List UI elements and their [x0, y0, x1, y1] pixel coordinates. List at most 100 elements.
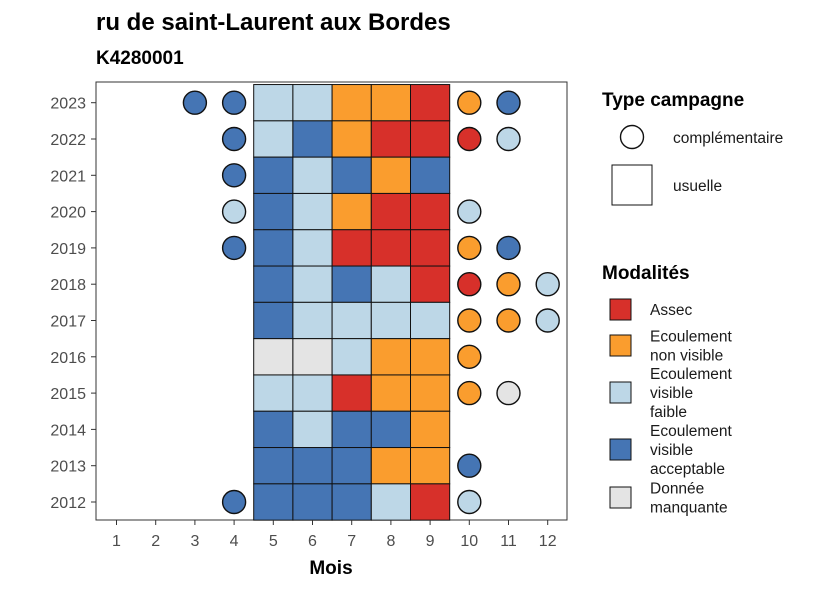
point-2015-m10: [457, 380, 482, 406]
cell-2020-m8: [370, 192, 411, 231]
cell-2018-m6: [292, 265, 333, 303]
cell-2012-m6: [292, 483, 333, 521]
cell-2013-m6: [292, 447, 333, 485]
cell-2017-m9: [410, 301, 451, 340]
legend-swatch-assec: [609, 298, 632, 321]
point-2022-m11: [496, 126, 521, 152]
cell-2015-m5: [253, 374, 294, 412]
cell-2015-m6: [292, 374, 333, 412]
point-2012-m4: [221, 489, 247, 515]
y-tick-label: 2022: [50, 132, 86, 149]
point-2012-m10: [457, 489, 482, 515]
cell-2020-m5: [253, 192, 294, 231]
x-tick-label: 3: [190, 533, 199, 550]
x-tick-label: 2: [151, 533, 160, 550]
cell-2016-m9: [410, 338, 451, 376]
legend-label-ecoulement_non_visible: Ecoulement non visible: [650, 329, 733, 365]
cell-2019-m9: [410, 229, 451, 267]
cell-2020-m7: [331, 192, 372, 231]
cell-2017-m7: [331, 301, 372, 340]
cell-2013-m8: [370, 447, 411, 485]
point-2013-m10: [457, 453, 482, 478]
y-tick-label: 2014: [50, 422, 86, 439]
cell-2022-m6: [292, 120, 333, 158]
cell-2015-m9: [410, 374, 451, 412]
cell-2023-m5: [253, 84, 294, 122]
y-tick-label: 2019: [50, 241, 86, 258]
cell-2012-m9: [410, 483, 451, 521]
cell-2016-m8: [370, 338, 411, 376]
point-2015-m11: [496, 380, 521, 406]
cell-2017-m5: [253, 301, 294, 340]
cell-2018-m7: [331, 265, 372, 303]
x-tick-label: 10: [460, 533, 478, 550]
point-2017-m10: [457, 308, 482, 333]
cell-2012-m8: [370, 483, 411, 521]
legend-label-ecoulement_visible_faible: Ecoulement visible faible: [650, 366, 733, 421]
legend-type-title: Type campagne: [602, 90, 744, 111]
cell-2018-m5: [253, 265, 294, 303]
x-tick-label: 9: [426, 533, 435, 550]
cell-2019-m7: [331, 229, 372, 267]
legend-type-key-usuelle: [611, 164, 653, 206]
legend-label-donnee_manquante: Donnée manquante: [650, 481, 728, 517]
y-tick-label: 2013: [50, 459, 86, 476]
complementary-dots-layer: [182, 90, 560, 515]
cell-2013-m9: [410, 447, 451, 485]
cell-2014-m7: [331, 410, 372, 449]
legend-type-campagne: Type campagne complémentaire usuelle: [602, 90, 783, 206]
cell-2014-m6: [292, 410, 333, 449]
cell-2019-m6: [292, 229, 333, 267]
y-tick-label: 2017: [50, 314, 86, 331]
chart-subtitle: K4280001: [96, 48, 184, 69]
x-tick-label: 11: [500, 533, 517, 550]
legend-type-label-usuelle: usuelle: [673, 178, 722, 195]
point-2023-m11: [496, 90, 521, 115]
cell-2019-m8: [370, 229, 411, 267]
x-tick-label: 8: [386, 533, 395, 550]
point-2020-m10: [457, 199, 482, 224]
point-2018-m11: [496, 272, 521, 297]
point-2020-m4: [221, 199, 247, 224]
point-2017-m12: [535, 308, 560, 333]
cell-2023-m8: [370, 84, 411, 122]
cell-2022-m8: [370, 120, 411, 158]
cell-2017-m6: [292, 301, 333, 340]
cell-2022-m7: [331, 120, 372, 158]
x-tick-label: 5: [269, 533, 278, 550]
y-tick-label: 2021: [50, 168, 86, 185]
cell-2018-m9: [410, 265, 451, 303]
y-tick-label: 2015: [50, 386, 86, 403]
cell-2021-m5: [253, 156, 294, 194]
legend-modalites-title: Modalités: [602, 263, 690, 284]
legend-label-assec: Assec: [650, 302, 692, 319]
cell-2016-m5: [253, 338, 294, 376]
point-2023-m3: [182, 90, 208, 115]
cell-2023-m6: [292, 84, 333, 122]
x-tick-label: 6: [308, 533, 317, 550]
point-2019-m4: [221, 235, 247, 261]
chart-title: ru de saint-Laurent aux Bordes: [96, 9, 451, 36]
point-2022-m10: [457, 126, 482, 152]
legend-label-ecoulement_visible_acceptable: Ecoulement visible acceptable: [650, 423, 733, 478]
x-axis: 1 2 3 4 5 6 7 8 9 10 11 12: [112, 520, 557, 550]
cell-2021-m8: [370, 156, 411, 194]
legend-swatch-ecoulement_non_visible: [609, 334, 632, 357]
y-tick-label: 2018: [50, 277, 86, 294]
cell-2023-m9: [410, 84, 451, 122]
y-tick-label: 2012: [50, 495, 86, 512]
point-2018-m12: [535, 272, 560, 297]
cell-2020-m6: [292, 192, 333, 231]
point-2023-m10: [457, 90, 482, 115]
cell-2021-m6: [292, 156, 333, 194]
cell-2018-m8: [370, 265, 411, 303]
y-axis: 2012 2013 2014 2015 2016 2017 2018 2019 2020 2021…: [50, 96, 96, 512]
legend-swatch-ecoulement_visible_faible: [609, 381, 632, 404]
cell-2013-m7: [331, 447, 372, 485]
x-tick-label: 12: [539, 533, 557, 550]
point-2018-m10: [457, 272, 482, 297]
y-tick-label: 2023: [50, 96, 86, 113]
cell-2022-m5: [253, 120, 294, 158]
legend-type-key-complementaire: [619, 124, 645, 150]
point-2016-m10: [457, 344, 482, 369]
